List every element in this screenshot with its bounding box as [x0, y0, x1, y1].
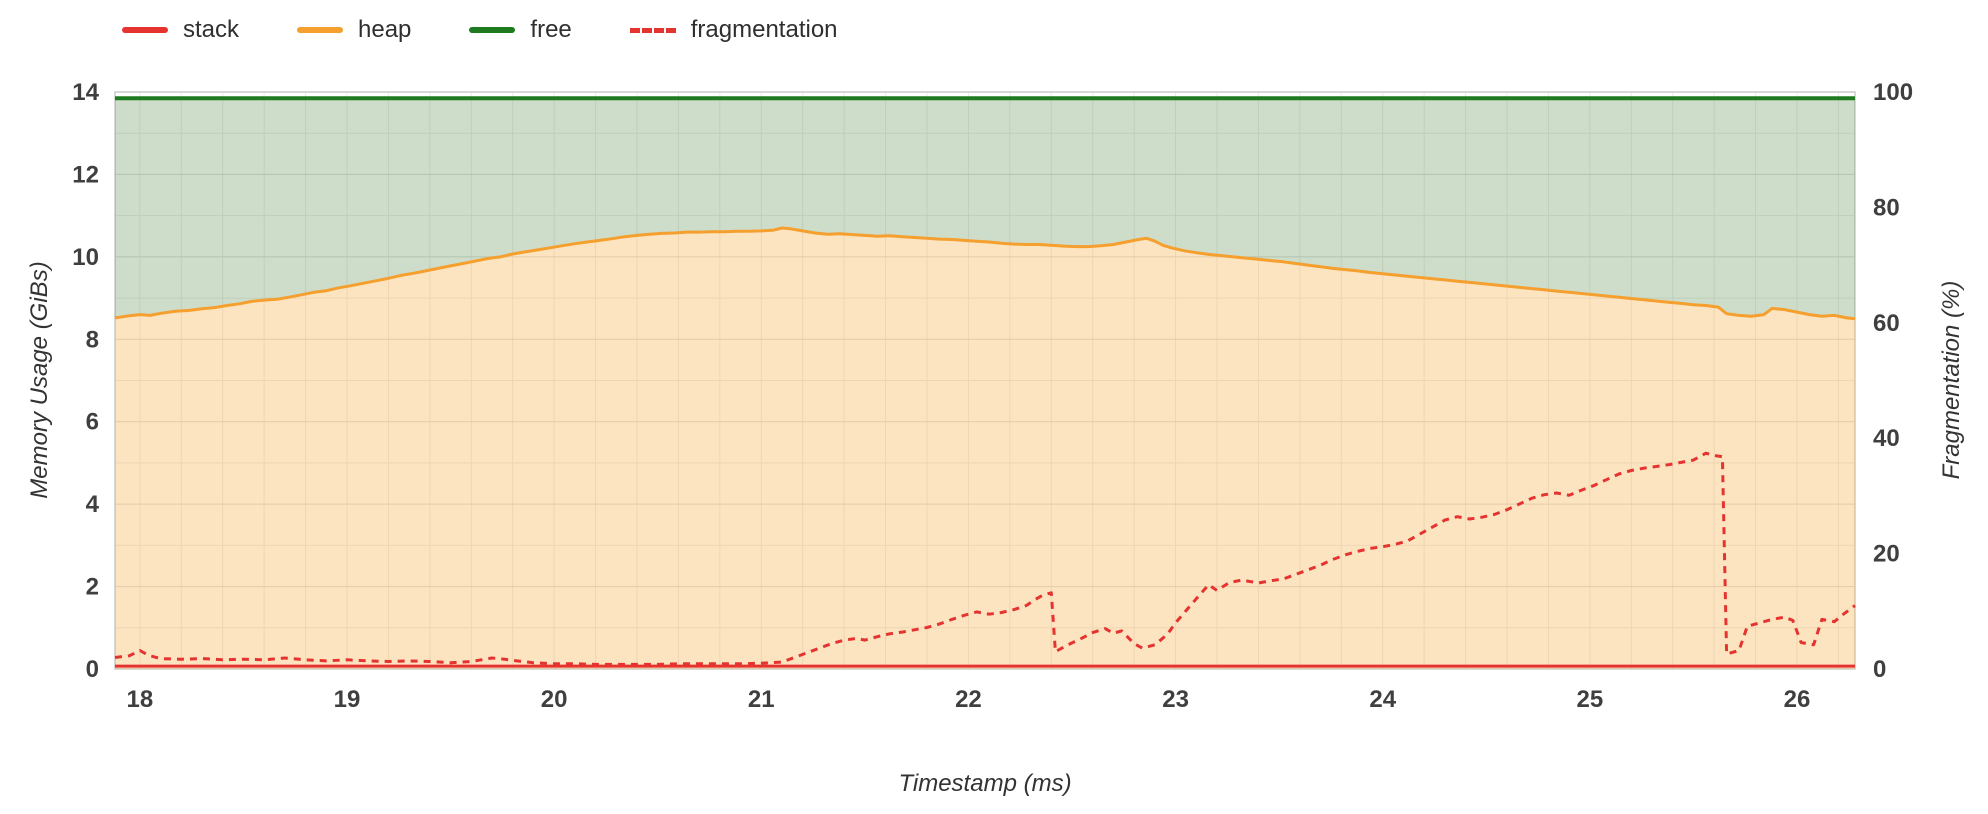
heap-swatch-icon — [297, 27, 344, 33]
x-tick-label: 26 — [1784, 686, 1811, 713]
legend-label-fragmentation: fragmentation — [690, 16, 838, 43]
fragmentation-swatch-icon — [629, 27, 676, 33]
legend-label-free: free — [530, 16, 572, 43]
y-left-tick-label: 8 — [86, 326, 99, 353]
y-right-tick-label: 20 — [1873, 541, 1900, 568]
y-left-tick-label: 12 — [72, 161, 99, 188]
legend-item-heap[interactable]: heap — [297, 16, 411, 44]
x-tick-label: 24 — [1369, 686, 1396, 713]
legend-item-fragmentation[interactable]: fragmentation — [629, 16, 838, 44]
y-left-tick-label: 14 — [72, 79, 99, 106]
y-right-tick-label: 0 — [1873, 656, 1886, 683]
x-tick-label: 22 — [955, 686, 982, 713]
x-tick-label: 20 — [541, 686, 568, 713]
y-left-tick-label: 0 — [86, 656, 99, 683]
y-left-tick-label: 10 — [72, 244, 99, 271]
x-tick-label: 18 — [127, 686, 154, 713]
free-swatch-icon — [469, 27, 516, 33]
free-area — [115, 98, 1855, 319]
chart-legend: stack heap free fragmentation — [122, 16, 838, 44]
y-left-tick-label: 6 — [86, 409, 99, 436]
heap-line — [114, 226, 1856, 321]
legend-label-stack: stack — [183, 16, 240, 43]
stack-swatch-icon — [122, 27, 168, 33]
y-left-tick-label: 4 — [86, 491, 100, 518]
y-right-tick-label: 60 — [1873, 310, 1900, 337]
legend-item-free[interactable]: free — [469, 16, 572, 44]
y-left-tick-label: 2 — [86, 574, 99, 601]
heap-area — [115, 228, 1855, 669]
y-right-tick-label: 100 — [1873, 79, 1913, 106]
x-tick-label: 25 — [1577, 686, 1604, 713]
x-tick-label: 21 — [748, 686, 775, 713]
x-tick-label: 19 — [334, 686, 361, 713]
y-right-tick-label: 40 — [1873, 425, 1900, 452]
fragmentation-line — [114, 451, 1856, 666]
y-right-tick-label: 80 — [1873, 194, 1900, 221]
plot-border — [114, 91, 1856, 670]
legend-label-heap: heap — [358, 16, 412, 43]
legend-item-stack[interactable]: stack — [122, 16, 239, 44]
x-tick-label: 23 — [1162, 686, 1189, 713]
